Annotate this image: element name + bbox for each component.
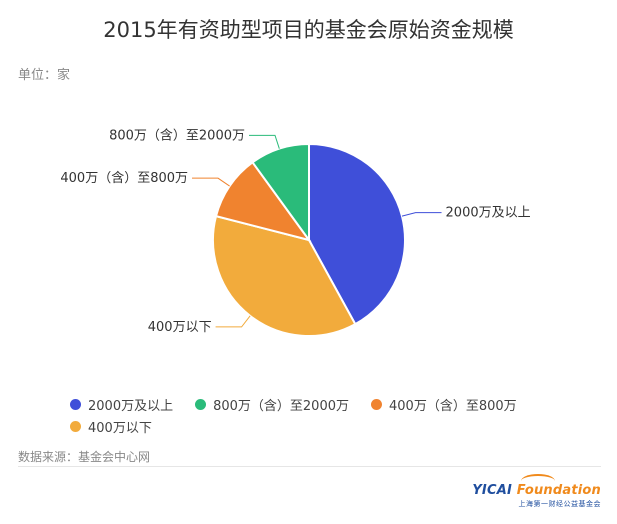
logo-subtitle: 上海第一财经公益基金会 [518, 500, 601, 508]
slice-leader-line [192, 177, 230, 187]
legend-swatch [70, 398, 81, 410]
pie-slice [308, 142, 406, 326]
logo-arc-icon [521, 474, 555, 488]
legend-entry: 2000万及以上 [70, 393, 173, 415]
legend-label: 400万（含）至800万 [389, 398, 517, 414]
legend-entry: 800万（含）至2000万 [195, 393, 349, 415]
legend-entry: 400万以下 [70, 415, 152, 437]
slice-leader-line [401, 212, 442, 217]
chart-title: 2015年有资助型项目的基金会原始资金规模 [103, 18, 514, 42]
footer-divider [18, 466, 601, 467]
legend-swatch [70, 420, 81, 432]
slice-label: 800万（含）至2000万 [109, 127, 245, 143]
pie-slice [212, 214, 357, 337]
slice-label: 400万（含）至800万 [60, 170, 188, 186]
legend-entry: 400万（含）至800万 [371, 393, 517, 415]
pie-slice [214, 160, 312, 242]
slice-label: 400万以下 [148, 320, 212, 335]
legend-label: 2000万及以上 [88, 398, 174, 414]
brand-logo: YICAI Foundation 上海第一财经公益基金会 [472, 474, 601, 509]
legend-label: 800万（含）至2000万 [213, 398, 349, 414]
legend-swatch [195, 398, 207, 410]
unit-label: 单位：家 [18, 68, 71, 83]
slice-leader-line [215, 315, 251, 328]
legend-label: 400万以下 [88, 420, 152, 436]
source-label: 数据来源：基金会中心网 [18, 450, 151, 464]
slice-label: 2000万及以上 [446, 206, 531, 221]
chart-legend: 2000万及以上 800万（含）至2000万 400万（含）至800万 400万以下 [70, 393, 590, 437]
slice-leader-line [249, 134, 280, 149]
logo-brand-primary: YICAI [472, 483, 513, 498]
pie-chart: 2000万及以上 400万以下 400万（含）至800万 800万（含）至2000万 [60, 127, 531, 337]
legend-swatch [371, 398, 382, 410]
